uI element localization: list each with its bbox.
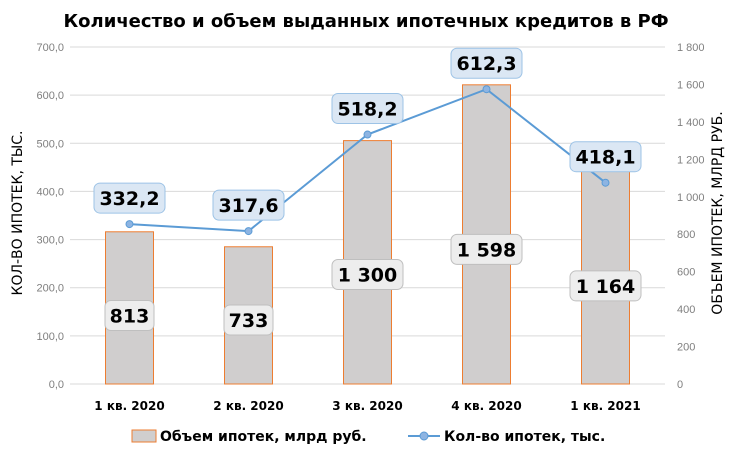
line-data-label-text: 518,2 bbox=[337, 99, 397, 121]
bar-data-label-box bbox=[569, 270, 642, 302]
right-tick-label: 600 bbox=[677, 267, 695, 279]
line-point bbox=[482, 85, 491, 94]
left-tick-label: 200,0 bbox=[36, 283, 64, 295]
legend-line-marker bbox=[419, 431, 429, 441]
bar-data-labels: 813 733 1 300 1 598 1 164 bbox=[104, 233, 642, 336]
left-tick-label: 0,0 bbox=[49, 379, 64, 391]
x-axis-ticks: 1 кв. 2020 2 кв. 2020 3 кв. 2020 4 кв. 2020… bbox=[94, 399, 640, 413]
x-tick-label: 1 кв. 2021 bbox=[570, 399, 640, 413]
bar-data-label-text: 733 bbox=[229, 310, 269, 332]
left-axis-title: КОЛ-ВО ИПОТЕК, ТЫС. bbox=[10, 131, 26, 296]
right-axis-ticks: 0 200 400 600 800 1 000 1 200 1 400 1 600 1 800 bbox=[677, 42, 705, 391]
line-series bbox=[125, 85, 610, 236]
right-axis-title: ОБЪЕМ ИПОТЕК, МЛРД РУБ. bbox=[710, 111, 726, 314]
line-data-label-text: 418,1 bbox=[575, 147, 635, 169]
line-data-label-text: 317,6 bbox=[218, 195, 278, 217]
bar-data-label-text: 1 164 bbox=[576, 276, 636, 298]
bar-data-label-box bbox=[331, 258, 404, 290]
right-tick-label: 1 400 bbox=[677, 117, 705, 129]
chart-title: Количество и объем выданных ипотечных кр… bbox=[63, 11, 668, 32]
line-point bbox=[244, 227, 253, 236]
bar-data-label-box bbox=[450, 233, 523, 265]
bar-data-label-text: 1 598 bbox=[457, 239, 517, 261]
bar-data-label-box bbox=[223, 304, 274, 336]
right-tick-label: 200 bbox=[677, 342, 695, 354]
bar-data-label: 733 bbox=[223, 304, 274, 336]
line-data-label: 332,2 bbox=[93, 182, 166, 214]
right-tick-label: 0 bbox=[677, 379, 683, 391]
legend-bar-label: Объем ипотек, млрд руб. bbox=[160, 429, 367, 445]
bar-data-label: 1 300 bbox=[331, 258, 404, 290]
bar-data-label: 1 598 bbox=[450, 233, 523, 265]
line-data-label-box bbox=[93, 182, 166, 214]
bar-data-label: 813 bbox=[104, 300, 155, 332]
left-tick-label: 500,0 bbox=[36, 138, 64, 150]
left-tick-label: 700,0 bbox=[36, 42, 64, 54]
x-tick-label: 2 кв. 2020 bbox=[213, 399, 283, 413]
line-data-labels: 332,2 317,6 518,2 612,3 418,1 bbox=[93, 47, 642, 221]
right-tick-label: 800 bbox=[677, 229, 695, 241]
bar-data-label: 1 164 bbox=[569, 270, 642, 302]
bar-data-label-text: 813 bbox=[110, 306, 150, 328]
bars-series bbox=[105, 84, 630, 385]
line-data-label-box bbox=[212, 189, 285, 221]
x-tick-label: 4 кв. 2020 bbox=[451, 399, 521, 413]
bar-data-label-text: 1 300 bbox=[338, 264, 398, 286]
legend-bar-swatch bbox=[131, 429, 157, 443]
bar-data-label-box bbox=[104, 300, 155, 332]
line-data-label: 418,1 bbox=[569, 141, 642, 173]
left-tick-label: 600,0 bbox=[36, 90, 64, 102]
right-tick-label: 1 200 bbox=[677, 154, 705, 166]
x-tick-label: 1 кв. 2020 bbox=[94, 399, 164, 413]
line-data-label-text: 612,3 bbox=[456, 53, 516, 75]
right-tick-label: 400 bbox=[677, 304, 695, 316]
line-data-label-box bbox=[331, 93, 404, 125]
left-tick-label: 400,0 bbox=[36, 186, 64, 198]
right-tick-label: 1 600 bbox=[677, 79, 705, 91]
right-tick-label: 1 000 bbox=[677, 192, 705, 204]
legend-line-label: Кол-во ипотек, тыс. bbox=[444, 429, 605, 445]
line-data-label: 317,6 bbox=[212, 189, 285, 221]
left-axis-ticks: 0,0 100,0 200,0 300,0 400,0 500,0 600,0 700,0 bbox=[36, 42, 64, 391]
line-data-label-text: 332,2 bbox=[99, 188, 159, 210]
line-point bbox=[363, 130, 372, 139]
line-data-label: 518,2 bbox=[331, 93, 404, 125]
line-data-label-box bbox=[569, 141, 642, 173]
line-point bbox=[601, 178, 610, 187]
line-data-label-box bbox=[450, 47, 523, 79]
line-data-label: 612,3 bbox=[450, 47, 523, 79]
left-tick-label: 300,0 bbox=[36, 235, 64, 247]
line-point bbox=[125, 220, 134, 229]
left-tick-label: 100,0 bbox=[36, 331, 64, 343]
legend: Объем ипотек, млрд руб. Кол-во ипотек, т… bbox=[131, 429, 605, 445]
x-tick-label: 3 кв. 2020 bbox=[332, 399, 402, 413]
right-tick-label: 1 800 bbox=[677, 42, 705, 54]
